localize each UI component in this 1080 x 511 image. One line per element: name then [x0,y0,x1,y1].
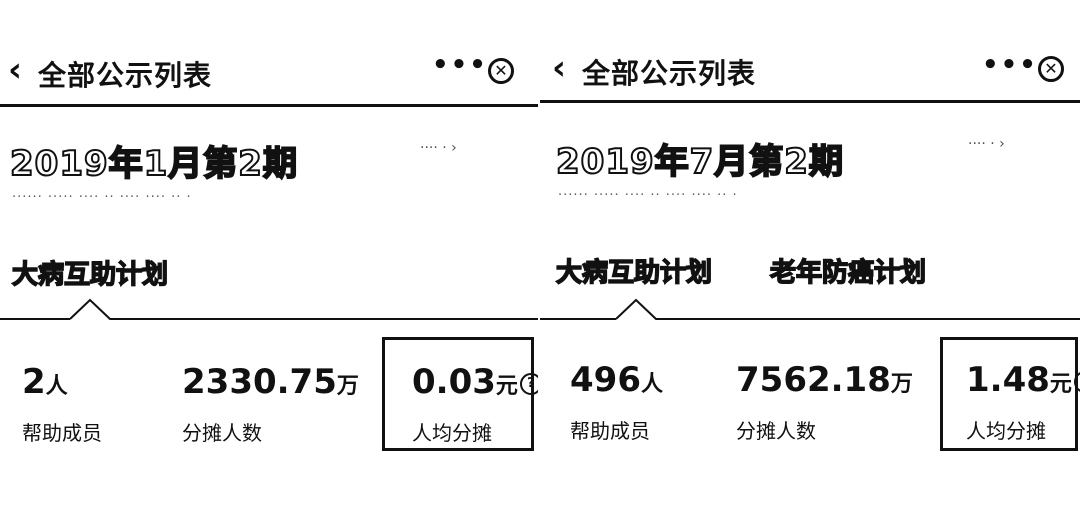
period-title: 2019年1月第2期 [9,143,298,185]
avg-share-unit: 元 [1049,372,1072,397]
sharers-stat: 2330.75万 分摊人数 [182,362,359,446]
chevron-left-icon[interactable]: ‹ [552,48,567,88]
sharers-unit: 万 [890,372,913,397]
avg-share-label: 人均分摊 [412,421,492,445]
avg-share-value: 1.48 [966,360,1050,400]
more-icon[interactable]: ••• [982,50,1038,80]
avg-share-label: 人均分摊 [966,419,1046,443]
header-divider [0,104,538,107]
page-title: 全部公示列表 [38,59,213,92]
tab-indicator-icon [70,298,130,320]
avg-share-stat: 0.03元? 人均分摊 [412,362,538,446]
header-divider [540,100,1080,103]
rules-link[interactable]: ···· · › [968,136,1005,152]
members-value: 2 [22,362,46,402]
sharers-stat: 7562.18万 分摊人数 [736,360,913,444]
close-icon[interactable]: ✕ [1038,56,1064,82]
period-title: 2019年7月第2期 [555,141,844,183]
sharers-label: 分摊人数 [182,421,262,445]
avg-share-unit: 元 [495,374,518,399]
avg-share-stat: 1.48元? 人均分摊 [966,360,1080,444]
period-subtext: ······ ····· ···· ·· ···· ···· ·· · [558,188,738,203]
members-label: 帮助成员 [570,419,650,443]
question-icon[interactable]: ? [1073,371,1080,393]
tab-divider [540,318,616,320]
nav-header: ‹ 全部公示列表 ••• ✕ [540,0,1080,100]
nav-header: ‹ 全部公示列表 ••• ✕ [0,0,538,100]
members-stat: 496人 帮助成员 [570,360,663,444]
tab-elderly-cancer[interactable]: 老年防癌计划 [769,257,927,289]
avg-share-value: 0.03 [412,362,496,402]
sharers-unit: 万 [336,374,359,399]
left-screenshot-panel: ‹ 全部公示列表 ••• ✕ 2019年1月第2期 ···· · › ·····… [0,0,538,511]
tab-indicator-icon [616,298,676,320]
chevron-left-icon[interactable]: ‹ [8,50,23,90]
period-subtext: ······ ····· ···· ·· ···· ···· ·· · [12,190,192,205]
sharers-label: 分摊人数 [736,419,816,443]
tab-divider [110,318,538,320]
members-value: 496 [570,360,641,400]
members-label: 帮助成员 [22,421,102,445]
sharers-value: 2330.75 [182,362,337,402]
members-unit: 人 [45,374,68,399]
tab-divider [0,318,70,320]
sharers-value: 7562.18 [736,360,891,400]
tab-critical-illness[interactable]: 大病互助计划 [11,259,169,291]
right-screenshot-panel: ‹ 全部公示列表 ••• ✕ 2019年7月第2期 ···· · › ·····… [540,0,1080,511]
members-stat: 2人 帮助成员 [22,362,102,446]
tab-critical-illness[interactable]: 大病互助计划 [555,257,713,289]
page-title: 全部公示列表 [582,57,757,90]
close-icon[interactable]: ✕ [488,58,514,84]
more-icon[interactable]: ••• [432,50,488,80]
question-icon[interactable]: ? [519,373,538,395]
avg-share-box [940,337,1078,451]
tab-divider [656,318,1080,320]
rules-link[interactable]: ···· · › [420,140,457,156]
members-unit: 人 [640,372,663,397]
